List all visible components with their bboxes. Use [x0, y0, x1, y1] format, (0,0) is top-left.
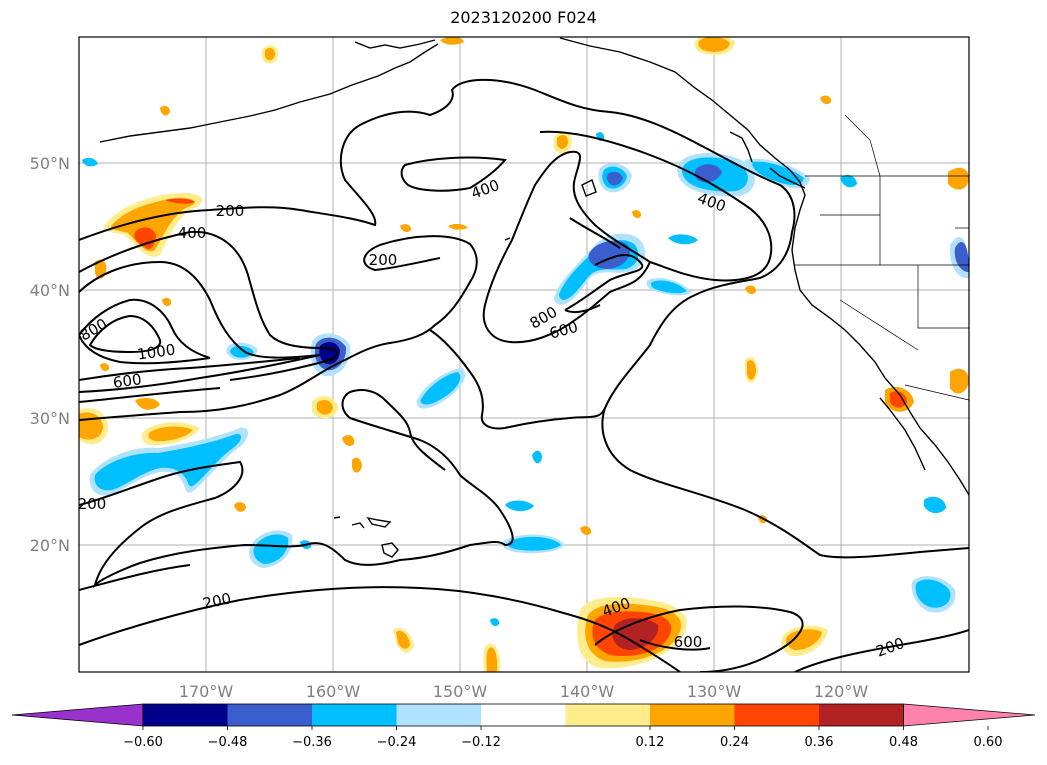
colorbar-swatch: [227, 704, 313, 726]
longitude-labels: 170°W 160°W 150°W 140°W 130°W 120°W: [179, 682, 869, 701]
lat-label: 50°N: [30, 154, 70, 173]
colorbar-border: [142, 703, 904, 727]
political-borders: [795, 114, 969, 401]
colorbar-tick-label: −0.48: [208, 735, 248, 750]
contour-lines: [79, 78, 969, 672]
coastline: [99, 37, 969, 558]
contour-label: 600: [674, 633, 703, 651]
colorbar-swatch: [565, 704, 651, 726]
colorbar: −0.60 −0.48 −0.36 −0.24 −0.12 0.12 0.24 0.36 0.4…: [11, 703, 1036, 750]
contour-label: 200: [201, 589, 233, 613]
lat-label: 40°N: [30, 281, 70, 300]
lon-label: 150°W: [433, 682, 488, 701]
contour-label: 400: [178, 224, 207, 242]
contour-label: 200: [216, 202, 245, 220]
colorbar-tick-label: −0.24: [377, 735, 417, 750]
contour-label-group: 200 400 200 400 400 800 600 800 1000 600…: [77, 176, 907, 661]
latitude-labels: 50°N 40°N 30°N 20°N: [30, 154, 70, 555]
colorbar-swatch: [650, 704, 735, 726]
colorbar-extend-max: [903, 703, 1036, 727]
colorbar-swatch: [819, 704, 904, 726]
colorbar-tick-label: −0.12: [461, 735, 501, 750]
negative-anomaly-shading: [82, 132, 969, 627]
colorbar-tick-label: 0.48: [889, 735, 918, 750]
colorbar-tick-label: 0.36: [805, 735, 834, 750]
contour-label: 200: [78, 495, 107, 513]
colorbar-tick-label: 0.24: [720, 735, 749, 750]
colorbar-tick-label: −0.36: [292, 735, 332, 750]
colorbar-swatch: [312, 704, 397, 726]
lat-label: 20°N: [30, 536, 70, 555]
colorbar-swatch: [481, 704, 566, 726]
lon-label: 140°W: [560, 682, 615, 701]
map-border: [78, 36, 970, 673]
contour-label: 1000: [136, 340, 176, 363]
contour-label: 600: [112, 370, 143, 392]
contour-label: 200: [369, 251, 398, 269]
map-plot-area: [79, 37, 969, 672]
colorbar-swatch: [734, 704, 820, 726]
colorbar-tick-label: 0.60: [974, 735, 1003, 750]
colorbar-swatch: [143, 704, 228, 726]
colorbar-tick-label: −0.60: [123, 735, 163, 750]
map-title: 2023120200 F024: [450, 8, 597, 27]
lon-label: 130°W: [687, 682, 742, 701]
positive-anomaly-shading: [79, 37, 969, 672]
lat-label: 30°N: [30, 409, 70, 428]
lon-label: 160°W: [306, 682, 361, 701]
colorbar-tick-label: 0.12: [636, 735, 665, 750]
colorbar-swatch: [396, 704, 482, 726]
lon-label: 170°W: [179, 682, 234, 701]
lon-label: 120°W: [814, 682, 869, 701]
colorbar-extend-min: [11, 703, 144, 727]
